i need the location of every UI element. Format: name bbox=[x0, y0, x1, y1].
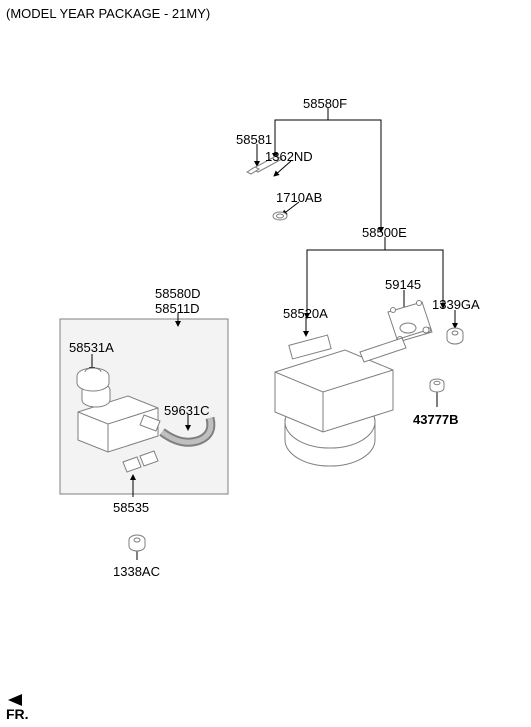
orientation-arrow-icon bbox=[8, 694, 22, 706]
part-brake-unit bbox=[275, 327, 429, 466]
diagram-canvas: (MODEL YEAR PACKAGE - 21MY) bbox=[0, 0, 531, 727]
part-nut-1339ga bbox=[447, 328, 463, 344]
label-58531A: 58531A bbox=[69, 340, 114, 355]
label-59631C: 59631C bbox=[164, 403, 210, 418]
orientation-label: FR. bbox=[6, 706, 29, 722]
parts-diagram bbox=[0, 0, 531, 727]
label-1710AB: 1710AB bbox=[276, 190, 322, 205]
label-1362ND: 1362ND bbox=[265, 149, 313, 164]
label-43777B: 43777B bbox=[413, 412, 459, 427]
part-washer-1710ab bbox=[273, 212, 287, 220]
label-59145: 59145 bbox=[385, 277, 421, 292]
part-nut-1338ac bbox=[129, 535, 145, 551]
label-58580D: 58580D bbox=[155, 286, 201, 301]
label-58580F: 58580F bbox=[303, 96, 347, 111]
label-58520A: 58520A bbox=[283, 306, 328, 321]
label-58511D: 58511D bbox=[155, 301, 200, 316]
label-58535: 58535 bbox=[113, 500, 149, 515]
label-58581: 58581 bbox=[236, 132, 272, 147]
label-1338AC: 1338AC bbox=[113, 564, 160, 579]
label-58500E: 58500E bbox=[362, 225, 407, 240]
part-nut-43777b bbox=[430, 379, 444, 392]
label-1339GA: 1339GA bbox=[432, 297, 480, 312]
part-cap bbox=[77, 368, 109, 391]
